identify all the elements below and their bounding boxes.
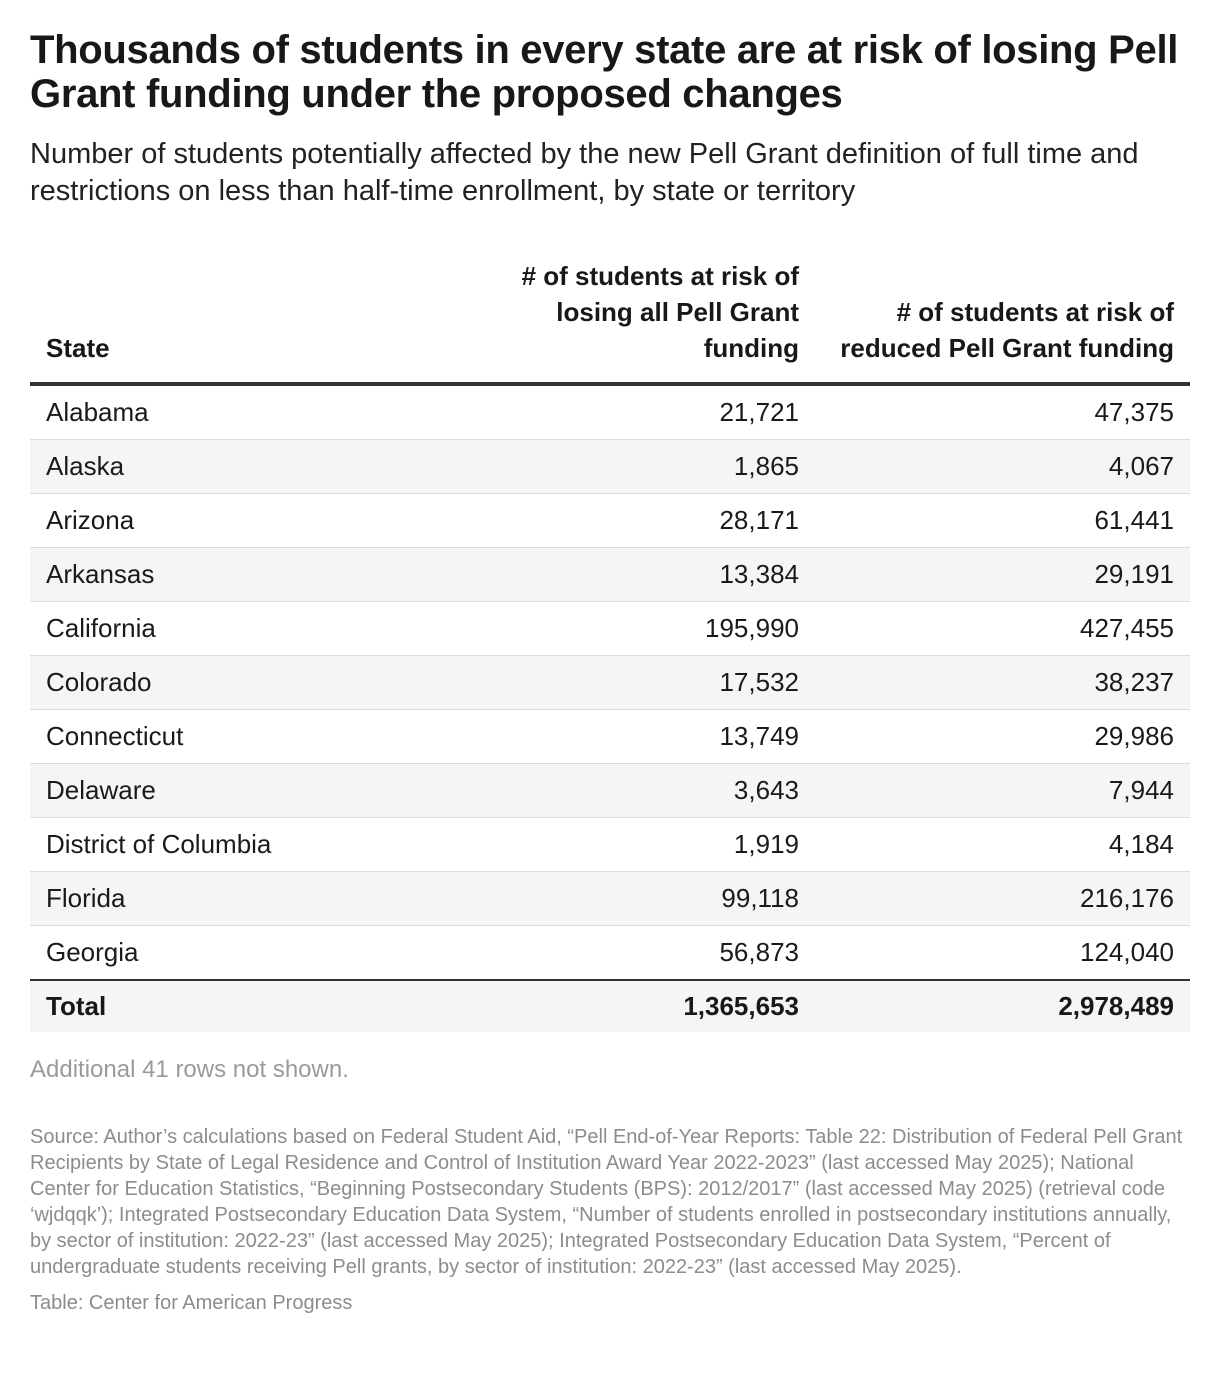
table-row: Connecticut 13,749 29,986 [30,709,1190,764]
state-cell: Alabama [30,384,500,440]
reduced-cell: 7,944 [815,763,1190,818]
state-cell: Florida [30,871,500,926]
total-lose-all: 1,365,653 [500,979,815,1032]
table-footer: Total 1,365,653 2,978,489 [30,979,1190,1032]
table-row: Colorado 17,532 38,237 [30,655,1190,710]
table-row: Alaska 1,865 4,067 [30,439,1190,494]
table-row: Arkansas 13,384 29,191 [30,547,1190,602]
chart-container: Thousands of students in every state are… [30,28,1190,1314]
column-header-lose-all: # of students at risk of losing all Pell… [500,258,815,386]
total-row: Total 1,365,653 2,978,489 [30,979,1190,1032]
total-reduced: 2,978,489 [815,979,1190,1032]
state-cell: Georgia [46,937,139,967]
lose-all-cell: 3,643 [500,763,815,818]
state-cell: California [30,601,500,656]
lose-all-cell: 195,990 [500,601,815,656]
lose-all-cell: 1,919 [500,817,815,872]
lose-all-cell: 13,749 [500,709,815,764]
lose-all-cell: 28,171 [500,493,815,548]
state-cell: Colorado [30,655,500,710]
state-cell: Delaware [30,763,500,818]
reduced-cell: 4,067 [815,439,1190,494]
state-cell: District of Columbia [30,817,500,872]
table-credit: Table: Center for American Progress [30,1292,353,1314]
reduced-cell: 38,237 [815,655,1190,710]
reduced-cell: 4,184 [815,817,1190,872]
table-header: State # of students at risk of losing al… [30,258,1190,386]
state-cell: Connecticut [30,709,500,764]
lose-all-cell: 99,118 [500,871,815,926]
reduced-cell: 124,040 [1080,937,1174,967]
lose-all-cell: 21,721 [500,384,815,440]
reduced-cell: 29,191 [815,547,1190,602]
reduced-cell: 61,441 [815,493,1190,548]
state-cell: Arkansas [30,547,500,602]
more-rows-note: Additional 41 rows not shown. [30,1056,349,1083]
total-label: Total [30,979,500,1032]
table-row: Delaware 3,643 7,944 [30,763,1190,818]
reduced-cell: 427,455 [815,601,1190,656]
reduced-cell: 47,375 [815,384,1190,440]
source-note: Source: Author’s calculations based on F… [30,1126,1183,1278]
reduced-cell: 216,176 [815,871,1190,926]
table-row: Georgia 56,873 124,040 [30,926,1190,981]
chart-title: Thousands of students in every state are… [30,28,1179,116]
data-table: State # of students at risk of losing al… [30,258,1190,1032]
table-body: Alabama 21,721 47,375 Alaska 1,865 4,067 Arizo… [30,384,1190,980]
reduced-cell: 29,986 [815,709,1190,764]
table-row: Arizona 28,171 61,441 [30,493,1190,548]
table-row: Alabama 21,721 47,375 [30,384,1190,440]
table-row: California 195,990 427,455 [30,601,1190,656]
state-cell: Arizona [30,493,500,548]
table-row: Florida 99,118 216,176 [30,871,1190,926]
state-cell: Alaska [30,439,500,494]
column-header-reduced: # of students at risk of reduced Pell Gr… [815,258,1190,386]
lose-all-cell: 17,532 [500,655,815,710]
column-header-state: State [30,258,500,386]
lose-all-cell: 13,384 [500,547,815,602]
chart-subtitle: Number of students potentially affected … [30,138,1139,207]
lose-all-cell: 1,865 [500,439,815,494]
table-row: District of Columbia 1,919 4,184 [30,817,1190,872]
lose-all-cell: 56,873 [719,937,799,967]
